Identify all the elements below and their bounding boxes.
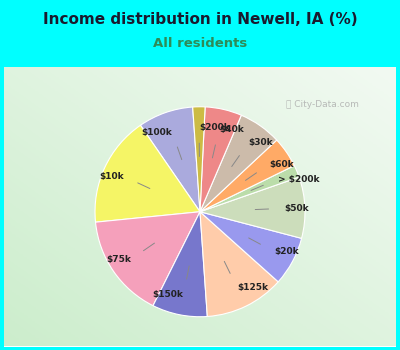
Text: $125k: $125k — [237, 283, 268, 292]
Text: $40k: $40k — [219, 125, 244, 134]
Wedge shape — [200, 166, 299, 212]
Wedge shape — [95, 125, 200, 222]
Wedge shape — [200, 107, 241, 212]
Text: Income distribution in Newell, IA (%): Income distribution in Newell, IA (%) — [43, 12, 357, 27]
Text: ⓘ City-Data.com: ⓘ City-Data.com — [286, 100, 359, 109]
Wedge shape — [200, 115, 277, 212]
Text: $10k: $10k — [99, 172, 124, 181]
Text: All residents: All residents — [153, 37, 247, 50]
Text: $200k: $200k — [199, 123, 230, 132]
Text: $60k: $60k — [269, 160, 294, 169]
Wedge shape — [96, 212, 200, 306]
Wedge shape — [200, 212, 302, 282]
Wedge shape — [140, 107, 200, 212]
Wedge shape — [200, 212, 278, 316]
Text: $50k: $50k — [284, 204, 308, 213]
Text: $150k: $150k — [153, 290, 184, 299]
Wedge shape — [153, 212, 207, 317]
Text: $75k: $75k — [106, 255, 131, 264]
Wedge shape — [200, 177, 305, 238]
Text: $100k: $100k — [142, 128, 172, 137]
Wedge shape — [200, 140, 294, 212]
Text: $30k: $30k — [248, 139, 273, 147]
Text: > $200k: > $200k — [278, 175, 319, 184]
Text: $20k: $20k — [274, 247, 299, 256]
Wedge shape — [193, 107, 205, 212]
